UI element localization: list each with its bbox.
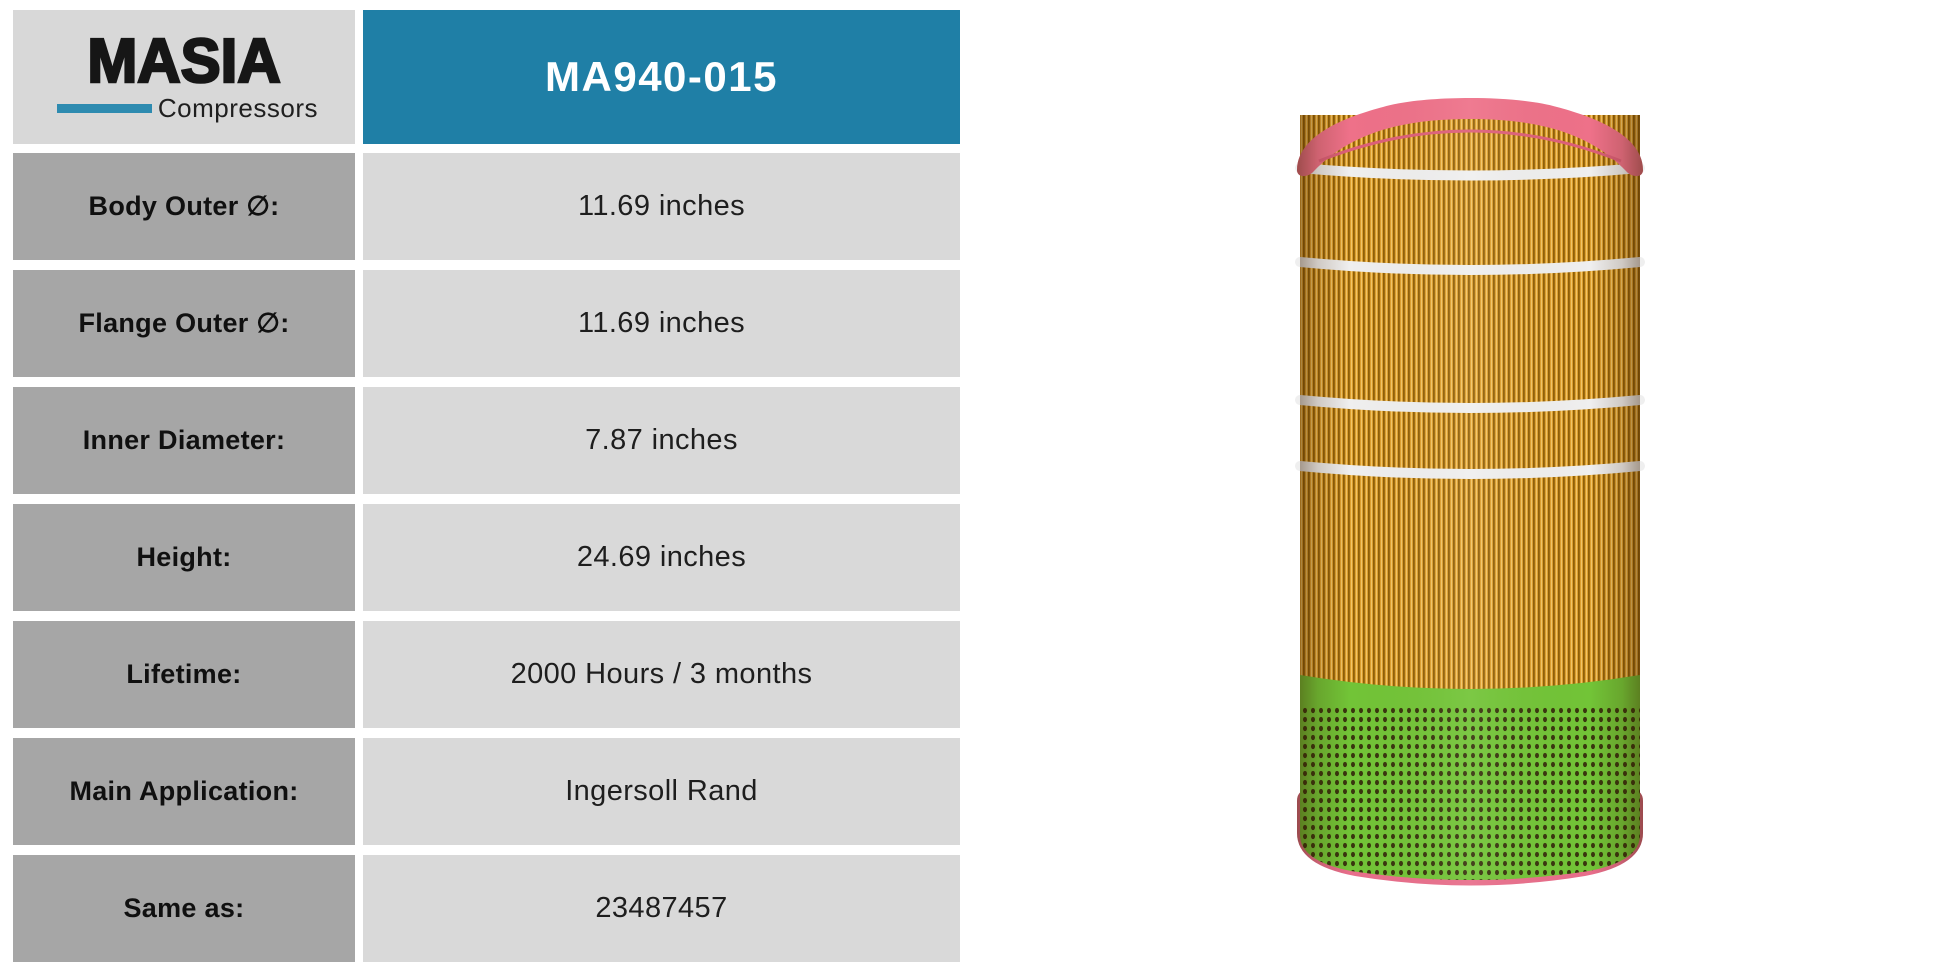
spec-value: 2000 Hours / 3 months bbox=[510, 658, 813, 690]
brand-tagline-row: Compressors bbox=[50, 93, 318, 124]
table-row-value: 23487457 bbox=[363, 855, 960, 962]
table-row-value: 11.69 inches bbox=[363, 153, 960, 260]
table-row-label: Same as: bbox=[13, 855, 355, 962]
spec-label: Body Outer ∅: bbox=[88, 191, 280, 221]
spec-value: Ingersoll Rand bbox=[565, 775, 758, 807]
part-number: MA940-015 bbox=[545, 53, 778, 100]
table-row-label: Lifetime: bbox=[13, 621, 355, 728]
brand-underline-bar bbox=[56, 103, 152, 113]
part-number-header: MA940-015 bbox=[363, 10, 960, 144]
table-row-label: Inner Diameter: bbox=[13, 387, 355, 494]
table-row-value: 2000 Hours / 3 months bbox=[363, 621, 960, 728]
table-row-value: 7.87 inches bbox=[363, 387, 960, 494]
table-row-value: 24.69 inches bbox=[363, 504, 960, 611]
table-row-label: Body Outer ∅: bbox=[13, 153, 355, 260]
table-row-value: 11.69 inches bbox=[363, 270, 960, 377]
spec-value: 24.69 inches bbox=[576, 541, 747, 573]
table-row-value: Ingersoll Rand bbox=[363, 738, 960, 845]
table-row-label: Main Application: bbox=[13, 738, 355, 845]
spec-label: Same as: bbox=[123, 893, 245, 923]
filter-shading-overlay bbox=[1297, 98, 1643, 886]
spec-label: Height: bbox=[136, 542, 232, 572]
spec-label: Inner Diameter: bbox=[82, 425, 286, 455]
table-row-label: Flange Outer ∅: bbox=[13, 270, 355, 377]
brand-name: MASIA bbox=[86, 25, 282, 95]
table-row-label: Height: bbox=[13, 504, 355, 611]
spec-value: 7.87 inches bbox=[585, 424, 738, 456]
spec-label: Main Application: bbox=[69, 776, 299, 806]
brand-logo: MASIA Compressors bbox=[13, 10, 355, 144]
spec-value: 23487457 bbox=[595, 892, 728, 924]
brand-tagline: Compressors bbox=[157, 92, 318, 123]
spec-label: Lifetime: bbox=[126, 659, 242, 689]
spec-value: 11.69 inches bbox=[577, 190, 746, 222]
spec-label: Flange Outer ∅: bbox=[78, 308, 290, 338]
spec-value: 11.69 inches bbox=[577, 307, 746, 339]
air-filter-product-image bbox=[1295, 98, 1645, 886]
